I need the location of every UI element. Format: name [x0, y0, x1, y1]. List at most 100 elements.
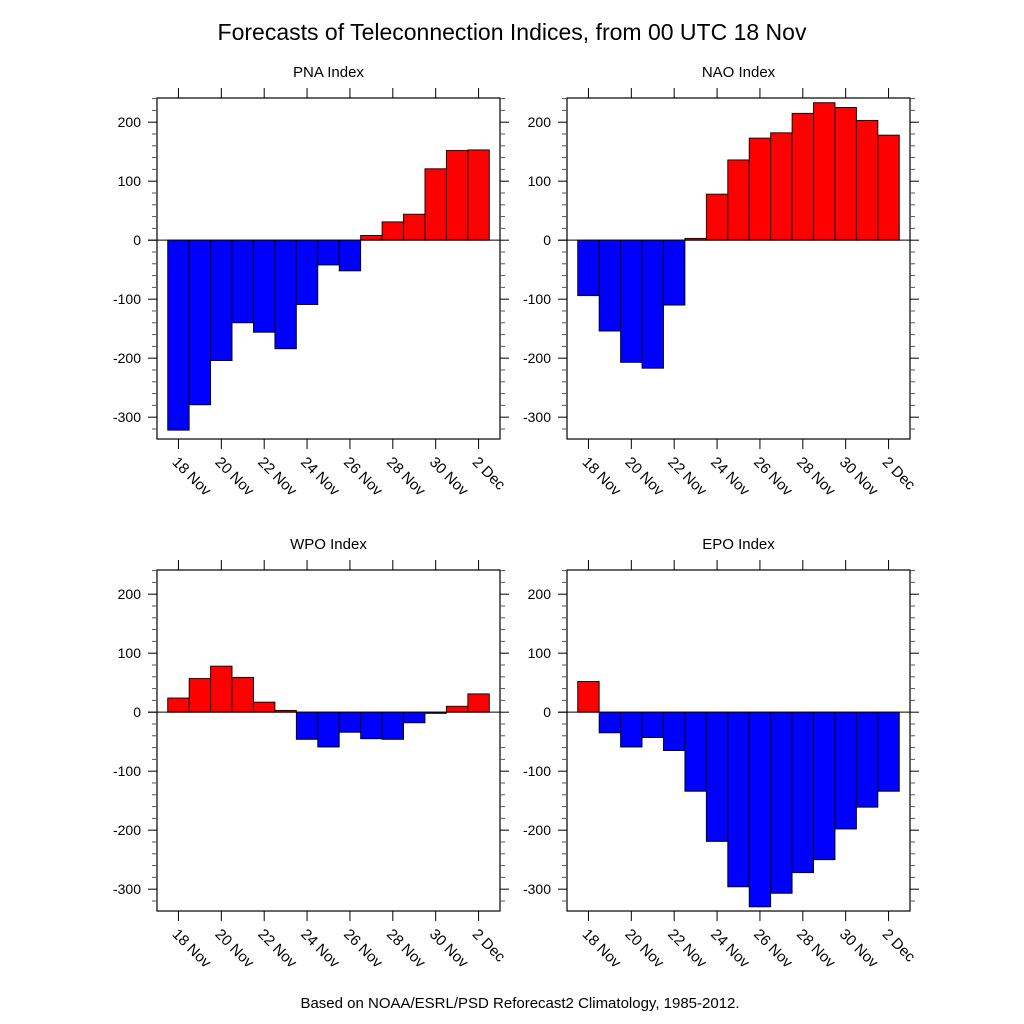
x-tick-label: 24 Nov: [297, 454, 343, 500]
y-tick-label: 200: [528, 586, 552, 602]
bar-19-nov: [598, 239, 622, 332]
x-tick-label: 28 Nov: [793, 926, 839, 972]
bar-18-nov: [167, 239, 190, 431]
bar-19-nov: [188, 678, 212, 713]
bar-24-nov: [295, 711, 319, 740]
bar-20-nov: [620, 711, 643, 748]
bar-28-nov: [381, 221, 404, 241]
x-tick-label: 2 Dec: [879, 454, 919, 494]
y-tick-label: 0: [133, 232, 141, 248]
y-tick-label: -100: [113, 763, 141, 779]
y-tick-label: -100: [523, 763, 551, 779]
bar-18-nov: [577, 239, 600, 297]
bar-1-dec: [445, 705, 469, 713]
y-tick-label: -100: [523, 291, 551, 307]
bar-27-nov: [360, 711, 383, 740]
x-tick-label: 30 Nov: [836, 454, 882, 500]
bar-25-nov: [317, 239, 340, 266]
x-tick-label: 22 Nov: [254, 926, 300, 972]
x-tick-label: 2 Dec: [469, 454, 509, 494]
bar-26-nov: [338, 711, 362, 733]
main-title: Forecasts of Teleconnection Indices, fro…: [218, 19, 807, 45]
x-tick-label: 26 Nov: [340, 454, 386, 500]
x-tick-label: 18 Nov: [579, 454, 625, 500]
y-tick-label: -200: [113, 822, 141, 838]
bar-1-dec: [855, 119, 879, 241]
y-tick-label: -200: [113, 350, 141, 366]
bar-18-nov: [577, 681, 600, 713]
bar-22-nov: [253, 239, 276, 333]
bar-22-nov: [253, 701, 276, 713]
bar-1-dec: [855, 711, 879, 808]
y-tick-label: -300: [113, 881, 141, 897]
x-tick-label: 28 Nov: [793, 454, 839, 500]
x-tick-label: 20 Nov: [621, 926, 667, 972]
bar-23-nov: [274, 239, 297, 350]
x-tick-label: 26 Nov: [750, 926, 796, 972]
x-tick-label: 22 Nov: [664, 454, 710, 500]
bar-27-nov: [770, 711, 793, 894]
x-tick-label: 20 Nov: [621, 454, 667, 500]
bar-2-dec: [467, 693, 490, 713]
panel-title: EPO Index: [702, 536, 775, 553]
bar-25-nov: [317, 711, 340, 748]
x-tick-label: 26 Nov: [750, 454, 796, 500]
bar-20-nov: [620, 239, 643, 363]
x-tick-label: 26 Nov: [340, 926, 386, 972]
y-tick-label: -300: [523, 409, 551, 425]
y-tick-label: 200: [528, 114, 552, 130]
x-tick-label: 18 Nov: [169, 454, 215, 500]
bar-30-nov: [424, 168, 447, 241]
bar-28-nov: [791, 711, 814, 874]
y-tick-label: 100: [528, 173, 552, 189]
y-tick-label: -200: [523, 822, 551, 838]
x-tick-label: 20 Nov: [211, 454, 257, 500]
bar-23-nov: [684, 711, 707, 792]
bar-27-nov: [360, 235, 383, 241]
bar-2-dec: [877, 711, 900, 792]
y-tick-label: 100: [528, 645, 552, 661]
bar-1-dec: [445, 150, 469, 241]
bar-21-nov: [641, 711, 664, 739]
bar-24-nov: [705, 193, 729, 241]
bar-21-nov: [231, 239, 254, 324]
x-tick-label: 28 Nov: [383, 926, 429, 972]
bar-2-dec: [877, 134, 900, 241]
bar-29-nov: [403, 711, 426, 724]
bar-20-nov: [210, 665, 233, 713]
y-tick-label: -300: [113, 409, 141, 425]
bar-30-nov: [834, 106, 857, 241]
y-tick-label: 200: [118, 586, 142, 602]
bar-19-nov: [598, 711, 622, 734]
panel-title: NAO Index: [702, 64, 776, 81]
x-tick-label: 22 Nov: [254, 454, 300, 500]
bar-19-nov: [188, 239, 212, 406]
x-tick-label: 18 Nov: [579, 926, 625, 972]
bar-22-nov: [663, 711, 686, 751]
footer-note: Based on NOAA/ESRL/PSD Reforecast2 Clima…: [300, 995, 739, 1012]
y-tick-label: 100: [118, 645, 142, 661]
x-tick-label: 22 Nov: [664, 926, 710, 972]
bar-26-nov: [338, 239, 362, 272]
x-tick-label: 24 Nov: [707, 926, 753, 972]
bar-29-nov: [403, 213, 426, 241]
x-tick-label: 30 Nov: [426, 454, 472, 500]
y-tick-label: -300: [523, 881, 551, 897]
bar-20-nov: [210, 239, 233, 361]
bar-28-nov: [381, 711, 404, 740]
x-tick-label: 24 Nov: [707, 454, 753, 500]
bar-26-nov: [748, 711, 772, 908]
bar-25-nov: [727, 711, 750, 888]
x-tick-label: 18 Nov: [169, 926, 215, 972]
panel-title: WPO Index: [290, 536, 367, 553]
x-tick-label: 28 Nov: [383, 454, 429, 500]
y-tick-label: 0: [543, 704, 551, 720]
y-tick-label: 0: [543, 232, 551, 248]
x-tick-label: 2 Dec: [469, 926, 509, 966]
panel-title: PNA Index: [293, 64, 364, 81]
bar-22-nov: [663, 239, 686, 306]
